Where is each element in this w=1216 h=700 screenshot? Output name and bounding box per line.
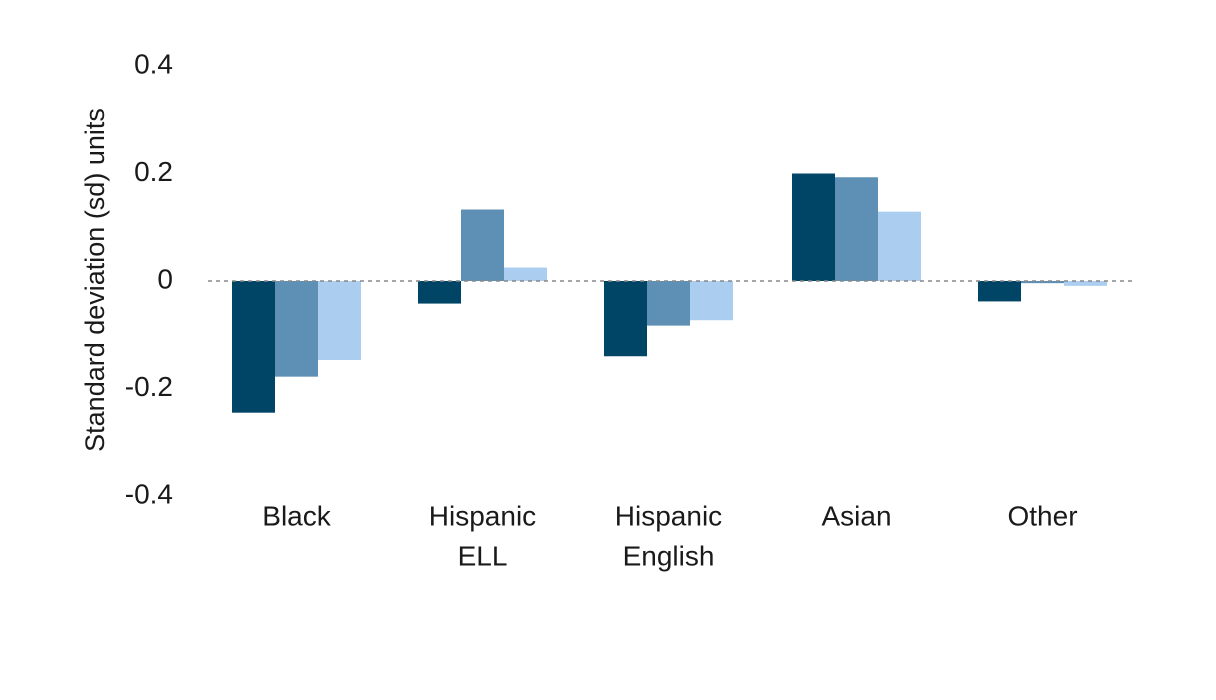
category-label: Asian	[821, 500, 891, 531]
category-label: ELL	[458, 540, 508, 571]
bar	[1064, 281, 1107, 286]
bar	[690, 281, 733, 321]
y-tick-label: -0.2	[125, 371, 173, 402]
y-tick-label: 0.4	[134, 48, 173, 79]
y-axis-title: Standard deviation (sd) units	[80, 108, 110, 452]
bar	[792, 173, 835, 281]
category-label: Hispanic	[429, 500, 536, 531]
bar	[878, 211, 921, 281]
bars	[232, 173, 1107, 413]
y-tick-label: -0.4	[125, 478, 173, 509]
category-labels: Black Hispanic ELL Hispanic English Asian Othe…	[262, 500, 1077, 571]
y-tick-labels: 0.4 0.2 0 -0.2 -0.4	[125, 48, 173, 509]
bar	[318, 281, 361, 361]
bar	[835, 177, 878, 281]
bar	[418, 281, 461, 304]
bar	[232, 281, 275, 413]
bar	[275, 281, 318, 377]
category-label: Hispanic	[615, 500, 722, 531]
bar	[978, 281, 1021, 302]
bar	[604, 281, 647, 357]
bar	[461, 209, 504, 281]
category-label: Other	[1007, 500, 1077, 531]
y-tick-label: 0	[157, 263, 173, 294]
category-label: English	[623, 540, 715, 571]
category-label: Black	[262, 500, 331, 531]
bar	[647, 281, 690, 326]
bar	[504, 267, 547, 281]
y-tick-label: 0.2	[134, 156, 173, 187]
bar	[1021, 281, 1064, 284]
